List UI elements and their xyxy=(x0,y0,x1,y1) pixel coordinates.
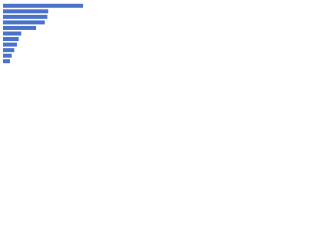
bar xyxy=(3,48,15,53)
bar xyxy=(3,42,17,47)
bar xyxy=(3,31,22,36)
chart xyxy=(0,0,100,71)
bar xyxy=(3,37,19,42)
bar xyxy=(3,9,49,14)
bar xyxy=(3,59,10,64)
page: {"chart_data": {"type": "bar", "orientat… xyxy=(0,0,100,71)
bar xyxy=(3,53,12,58)
bar xyxy=(3,14,48,19)
bar xyxy=(3,20,45,25)
bar xyxy=(3,25,37,30)
bar xyxy=(3,3,84,8)
